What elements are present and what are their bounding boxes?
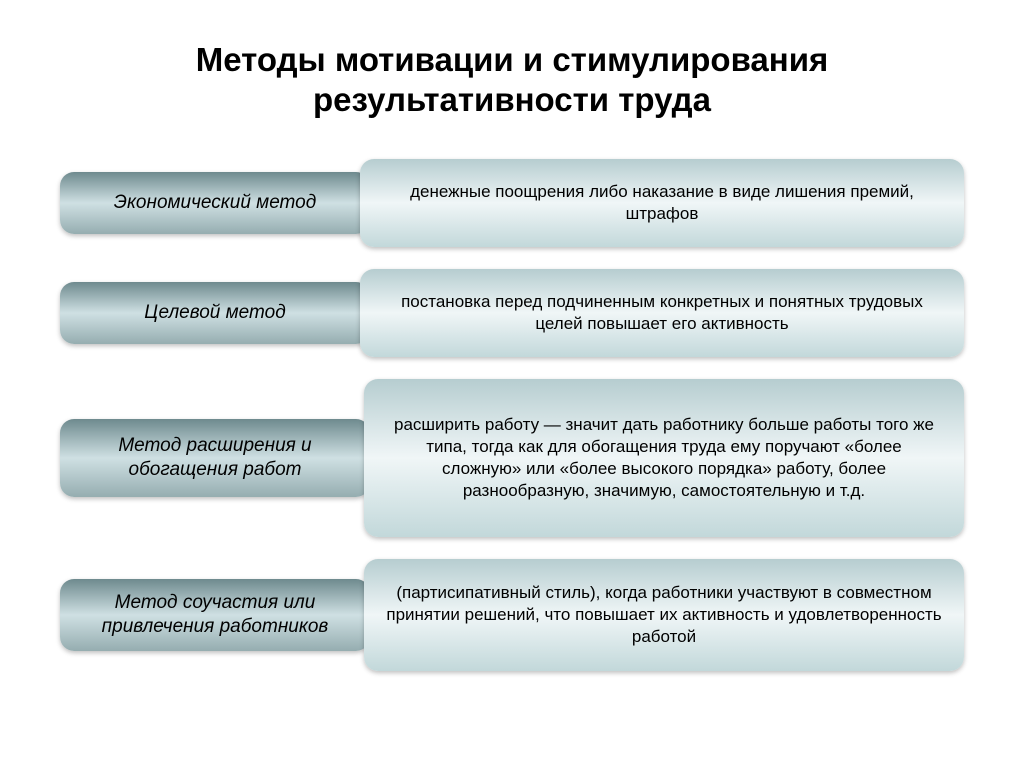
- method-row: Целевой методпостановка перед подчиненны…: [60, 269, 964, 357]
- methods-container: Экономический методденежные поощрения ли…: [60, 159, 964, 671]
- method-description: (партисипативный стиль), когда работники…: [364, 559, 964, 671]
- method-row: Метод соучастия или привлечения работник…: [60, 559, 964, 671]
- method-label: Метод расширения и обогащения работ: [60, 419, 370, 497]
- method-label: Метод соучастия или привлечения работник…: [60, 579, 370, 651]
- method-row: Метод расширения и обогащения работрасши…: [60, 379, 964, 537]
- method-description: денежные поощрения либо наказание в виде…: [360, 159, 964, 247]
- method-label: Экономический метод: [60, 172, 370, 234]
- method-description: постановка перед подчиненным конкретных …: [360, 269, 964, 357]
- page-title: Методы мотивации и стимулирования резуль…: [60, 40, 964, 119]
- method-label: Целевой метод: [60, 282, 370, 344]
- method-description: расширить работу — значит дать работнику…: [364, 379, 964, 537]
- method-row: Экономический методденежные поощрения ли…: [60, 159, 964, 247]
